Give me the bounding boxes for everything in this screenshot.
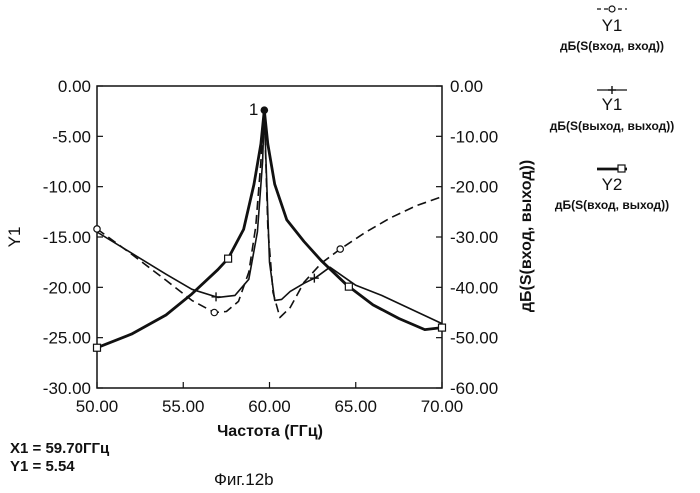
markers-layer: 1 [92, 100, 447, 352]
y-right-axis-title: дБ(S(вход, выход)) [518, 160, 535, 312]
legend-square-marker [617, 164, 626, 173]
data-point-circle-s11 [93, 225, 101, 233]
y-left-tick-label: -10.00 [43, 178, 91, 197]
data-point-square-s12 [344, 282, 353, 291]
legend-circle-marker [608, 5, 616, 13]
legend-item-s22: Y1 дБ(S(выход, выход)) [550, 86, 674, 133]
y-left-tick-label: -25.00 [43, 329, 91, 348]
ticks-layer: 50.00 55.00 60.00 65.00 70.00 0.00 -5.00 -10.00… [43, 77, 498, 416]
legend-desc-s11: дБ(S(вход, вход)) [560, 39, 664, 53]
x-axis-title: Частота (ГГц) [217, 423, 323, 440]
data-point-circle-s11 [210, 308, 219, 317]
legend-name-s11: Y1 [602, 16, 623, 35]
y-right-tick-label: -50.00 [450, 329, 498, 348]
y-right-tick-label: 0.00 [450, 77, 483, 96]
legend-name-s22: Y1 [602, 95, 623, 114]
y-right-tick-label: -20.00 [450, 178, 498, 197]
legend: Y1 дБ(S(вход, вход)) Y1 дБ(S(выход, выхо… [550, 5, 674, 212]
data-point-circle-s11 [336, 245, 345, 253]
y-left-tick-label: -5.00 [52, 127, 91, 146]
y-right-tick-label: -60.00 [450, 379, 498, 398]
legend-desc-s22: дБ(S(выход, выход)) [550, 119, 674, 133]
plot-frame [96, 85, 443, 389]
x-tick-label: 70.00 [421, 397, 464, 416]
y-right-tick-label: -10.00 [450, 127, 498, 146]
marker-readout-x: X1 = 59.70ГГц [10, 440, 110, 457]
legend-item-s12: Y2 дБ(S(вход, выход)) [555, 164, 669, 212]
peak-marker-label: 1 [249, 100, 258, 119]
series-layer [96, 108, 443, 350]
legend-name-s12: Y2 [602, 175, 623, 194]
marker-readout-y: Y1 = 5.54 [10, 458, 75, 475]
data-point-square-s12 [92, 343, 102, 352]
y-left-tick-label: 0.00 [58, 77, 91, 96]
data-point-plus-s22 [309, 273, 319, 283]
x-tick-label: 65.00 [334, 397, 377, 416]
legend-desc-s12: дБ(S(вход, выход)) [555, 198, 669, 212]
legend-item-s11: Y1 дБ(S(вход, вход)) [560, 5, 664, 53]
y-right-tick-label: -30.00 [450, 228, 498, 247]
y-right-tick-label: -40.00 [450, 278, 498, 297]
y-left-tick-label: -15.00 [43, 228, 91, 247]
data-point-plus-s22 [211, 292, 221, 302]
data-point-square-s12 [224, 254, 233, 263]
series-line-s12 [96, 108, 443, 350]
data-point-square-s12 [437, 323, 447, 332]
y-left-tick-label: -20.00 [43, 278, 91, 297]
y-left-tick-label: -30.00 [43, 379, 91, 398]
series-line-s22 [96, 109, 443, 325]
x-tick-label: 60.00 [248, 397, 291, 416]
x-tick-label: 55.00 [162, 397, 205, 416]
peak-marker-dot [260, 106, 269, 114]
series-line-s11 [96, 109, 443, 319]
y-left-axis-title: Y1 [5, 227, 24, 248]
x-tick-label: 50.00 [76, 397, 119, 416]
figure-caption: Фиг.12b [214, 470, 274, 489]
